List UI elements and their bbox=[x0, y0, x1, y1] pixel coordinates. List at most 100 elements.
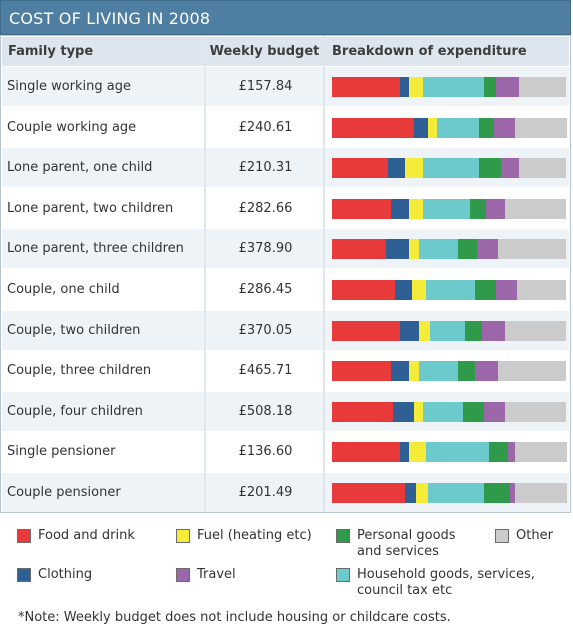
bar-segment-other bbox=[498, 239, 567, 259]
bar-segment-fuel bbox=[409, 361, 420, 381]
legend-label-travel: Travel bbox=[197, 567, 236, 582]
bar-segment-food bbox=[332, 483, 405, 503]
table-row: Couple working age £240.61 bbox=[2, 108, 569, 147]
family-type-label: Couple pensioner bbox=[7, 485, 121, 500]
bar-segment-other bbox=[505, 402, 567, 422]
bar-segment-personal bbox=[484, 483, 511, 503]
bar-segment-household bbox=[437, 118, 480, 138]
bar-segment-clothing bbox=[395, 280, 413, 300]
expenditure-bar bbox=[332, 321, 567, 341]
bar-segment-personal bbox=[484, 77, 497, 97]
bar-segment-travel bbox=[474, 361, 499, 381]
bar-segment-food bbox=[332, 118, 415, 138]
bar-segment-household bbox=[425, 280, 476, 300]
table-row: Couple pensioner £201.49 bbox=[2, 473, 569, 512]
bar-segment-travel bbox=[481, 321, 506, 341]
bar-segment-household bbox=[423, 199, 471, 219]
expenditure-bar bbox=[332, 442, 567, 462]
family-type-label: Single working age bbox=[7, 79, 132, 94]
bar-segment-clothing bbox=[399, 442, 410, 462]
bar-segment-fuel bbox=[409, 442, 427, 462]
bar-segment-travel bbox=[500, 158, 520, 178]
bar-segment-personal bbox=[474, 280, 497, 300]
bar-segment-travel bbox=[495, 280, 518, 300]
weekly-budget-value: £282.66 bbox=[238, 201, 293, 216]
legend-swatch-personal bbox=[336, 529, 350, 543]
bar-segment-household bbox=[418, 239, 459, 259]
legend-swatch-household bbox=[336, 568, 350, 582]
table-row: Lone parent, three children £378.90 bbox=[2, 229, 569, 268]
bar-segment-food bbox=[332, 361, 391, 381]
bar-segment-clothing bbox=[399, 77, 410, 97]
expenditure-bar bbox=[332, 199, 567, 219]
header-weekly-budget: Weekly budget bbox=[206, 37, 323, 66]
bar-segment-household bbox=[418, 361, 459, 381]
bar-segment-fuel bbox=[409, 199, 424, 219]
expenditure-bar bbox=[332, 118, 567, 138]
bar-segment-clothing bbox=[392, 402, 415, 422]
bar-segment-other bbox=[514, 442, 567, 462]
bar-segment-fuel bbox=[409, 239, 420, 259]
bar-segment-fuel bbox=[427, 118, 438, 138]
bar-segment-travel bbox=[509, 483, 515, 503]
bar-segment-travel bbox=[507, 442, 515, 462]
family-type-label: Couple, two children bbox=[7, 323, 141, 338]
table-row: Single working age £157.84 bbox=[2, 67, 569, 106]
expenditure-bar bbox=[332, 77, 567, 97]
weekly-budget-value: £201.49 bbox=[238, 485, 293, 500]
bar-segment-other bbox=[519, 77, 567, 97]
bar-segment-travel bbox=[484, 402, 506, 422]
legend-label-food: Food and drink bbox=[38, 528, 135, 543]
bar-segment-personal bbox=[458, 361, 476, 381]
table-row: Single pensioner £136.60 bbox=[2, 432, 569, 471]
weekly-budget-value: £136.60 bbox=[238, 444, 293, 459]
family-type-label: Lone parent, two children bbox=[7, 201, 174, 216]
legend-swatch-clothing bbox=[17, 568, 31, 582]
weekly-budget-value: £157.84 bbox=[238, 79, 293, 94]
bar-segment-other bbox=[514, 118, 567, 138]
legend-swatch-travel bbox=[176, 568, 190, 582]
weekly-budget-value: £465.71 bbox=[238, 363, 293, 378]
bar-segment-clothing bbox=[385, 239, 410, 259]
family-type-label: Couple, three children bbox=[7, 363, 152, 378]
weekly-budget-value: £378.90 bbox=[238, 241, 293, 256]
bar-segment-clothing bbox=[399, 321, 420, 341]
bar-segment-other bbox=[505, 321, 567, 341]
bar-segment-food bbox=[332, 280, 396, 300]
legend-label-fuel: Fuel (heating etc) bbox=[197, 528, 312, 543]
bar-segment-travel bbox=[477, 239, 499, 259]
family-type-label: Couple, four children bbox=[7, 404, 143, 419]
bar-segment-fuel bbox=[404, 158, 424, 178]
legend-swatch-other bbox=[495, 529, 509, 543]
bar-segment-household bbox=[423, 77, 485, 97]
column-divider bbox=[204, 36, 206, 512]
bar-segment-household bbox=[425, 442, 490, 462]
family-type-label: Couple working age bbox=[7, 120, 137, 135]
bar-segment-travel bbox=[486, 199, 506, 219]
bar-segment-clothing bbox=[404, 483, 417, 503]
bar-segment-household bbox=[430, 321, 466, 341]
bar-segment-fuel bbox=[409, 77, 424, 97]
legend-label-clothing: Clothing bbox=[38, 567, 93, 582]
legend-label-household: Household goods, services, council tax e… bbox=[357, 567, 535, 598]
footnote: *Note: Weekly budget does not include ho… bbox=[18, 610, 451, 625]
expenditure-bar bbox=[332, 158, 567, 178]
bar-segment-food bbox=[332, 239, 387, 259]
bar-segment-food bbox=[332, 77, 401, 97]
family-type-label: Lone parent, one child bbox=[7, 160, 153, 175]
table-row: Lone parent, two children £282.66 bbox=[2, 189, 569, 228]
bar-segment-other bbox=[514, 483, 567, 503]
weekly-budget-value: £240.61 bbox=[238, 120, 293, 135]
expenditure-bar bbox=[332, 483, 567, 503]
bar-segment-clothing bbox=[390, 361, 410, 381]
expenditure-table bbox=[0, 35, 571, 513]
bar-segment-other bbox=[505, 199, 567, 219]
bar-segment-personal bbox=[458, 239, 478, 259]
header-family-type: Family type bbox=[2, 37, 204, 66]
bar-segment-clothing bbox=[388, 158, 406, 178]
bar-segment-food bbox=[332, 402, 394, 422]
bar-segment-household bbox=[427, 483, 485, 503]
weekly-budget-value: £370.05 bbox=[238, 323, 293, 338]
bar-segment-personal bbox=[470, 199, 487, 219]
bar-segment-travel bbox=[493, 118, 516, 138]
